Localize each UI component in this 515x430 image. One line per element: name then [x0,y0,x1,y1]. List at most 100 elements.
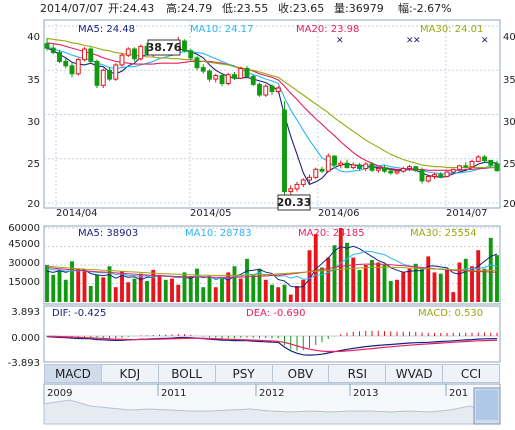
volume-y-tick: 15000 [8,277,40,288]
candle-body [69,65,75,75]
indicator-tabs: MACD KDJ BOLL PSY OBV RSI WVAD CCI [44,364,500,383]
candle-body [400,167,406,172]
price-y-tick: 40 [503,32,515,43]
volume-bar [276,287,281,302]
volume-bar [126,282,131,302]
price-y-tick: 20 [27,199,40,210]
candle-body [250,75,256,85]
volume-bar [188,276,193,302]
candle-body [469,160,475,168]
ma30-label: MA30: 24.01 [420,24,483,35]
volume-y-tick: 30000 [8,258,40,269]
price-y-tick: 35 [27,75,40,86]
candle-body [332,155,337,166]
candle-body [188,50,194,59]
volume-bar [351,257,356,302]
candle-body [494,163,500,172]
volume-bar [57,269,62,302]
candle-body [194,57,200,69]
candle-body [338,162,344,166]
volume-y-ticks: 60000 45000 30000 15000 [8,223,40,288]
volume-bar [132,278,137,302]
low-callout-text: 20.33 [277,196,312,209]
macd-legend: DIF: -0.425 DEA: -0.690 MACD: 0.530 [52,308,483,319]
price-y-tick: 25 [503,159,515,170]
tab-cci[interactable]: CCI [443,364,500,383]
candle-body [319,168,325,172]
volume-bar [82,271,87,302]
volume-bar [420,268,424,302]
volume-bar [95,274,99,302]
ma5-label: MA5: 24.48 [78,24,135,35]
volume-bar [226,272,231,302]
tab-kdj[interactable]: KDJ [101,364,159,383]
header-close: 收:23.65 [278,1,324,15]
candle-body [307,176,312,181]
candle-body [232,74,237,79]
tab-wvad[interactable]: WVAD [386,364,444,383]
candle-body [375,167,381,171]
tab-rsi[interactable]: RSI [329,364,387,383]
volume-bar [463,258,468,302]
tab-boll[interactable]: BOLL [158,364,216,383]
candle-body [482,156,487,162]
volume-bar [195,268,199,302]
volume-bar [338,228,343,302]
candle-body [450,168,456,173]
volume-bar [176,284,181,302]
price-y-tick: 30 [27,117,40,128]
tab-macd[interactable]: MACD [44,364,102,383]
x-tick-label: 2014/04 [56,208,98,219]
candle-body [225,74,231,85]
volume-bar [326,257,331,302]
candle-body [82,48,87,61]
volume-bar [220,278,224,302]
volume-ma20-line [46,263,498,278]
overview-year-label: 2013 [353,388,378,399]
candle-body [382,167,387,172]
volume-bar [332,245,337,302]
tab-obv[interactable]: OBV [272,364,330,383]
candle-body [63,60,69,67]
price-y-tick: 20 [503,199,515,210]
volume-bar [376,262,381,302]
volume-bar [163,279,168,302]
volume-bar [282,284,287,302]
header-low: 低:23.55 [222,2,268,15]
low-callout-box [277,194,311,211]
volume-y-tick: 45000 [8,239,40,250]
ma20-label: MA20: 23.98 [296,24,359,35]
event-marker-icon: ✕ [406,36,414,46]
macd-y-tick: 0.000 [11,333,40,344]
volume-y-tick: 60000 [8,223,40,234]
event-marker-icon: ✕ [336,36,344,46]
macd-y-tick: -3.893 [8,358,40,369]
volume-bar [238,278,243,302]
volume-bar [45,265,49,302]
volume-bar [207,277,212,302]
price-y-tick: 40 [27,32,40,43]
candle-body [219,75,225,85]
header-date: 2014/07/07 [40,2,103,15]
header-volume: 量:36979 [334,2,384,15]
candle-body [263,85,269,96]
volume-bar [470,266,474,302]
volume-bar [157,274,162,302]
volume-bars [45,228,499,302]
volume-ma30-line [46,265,498,276]
volume-bar [320,267,324,302]
dif-label: DIF: -0.425 [52,308,106,319]
volume-bar [445,269,449,302]
volume-grid [44,227,500,284]
dea-label: DEA: -0.690 [246,308,305,319]
candle-body [419,169,425,182]
tab-psy[interactable]: PSY [215,364,273,383]
volume-bar [438,273,443,302]
macd-panel [43,305,501,363]
volume-bar [357,269,362,302]
ma10-label: MA10: 24.17 [190,24,253,35]
candle-body [94,60,100,86]
candle-body [213,75,219,80]
